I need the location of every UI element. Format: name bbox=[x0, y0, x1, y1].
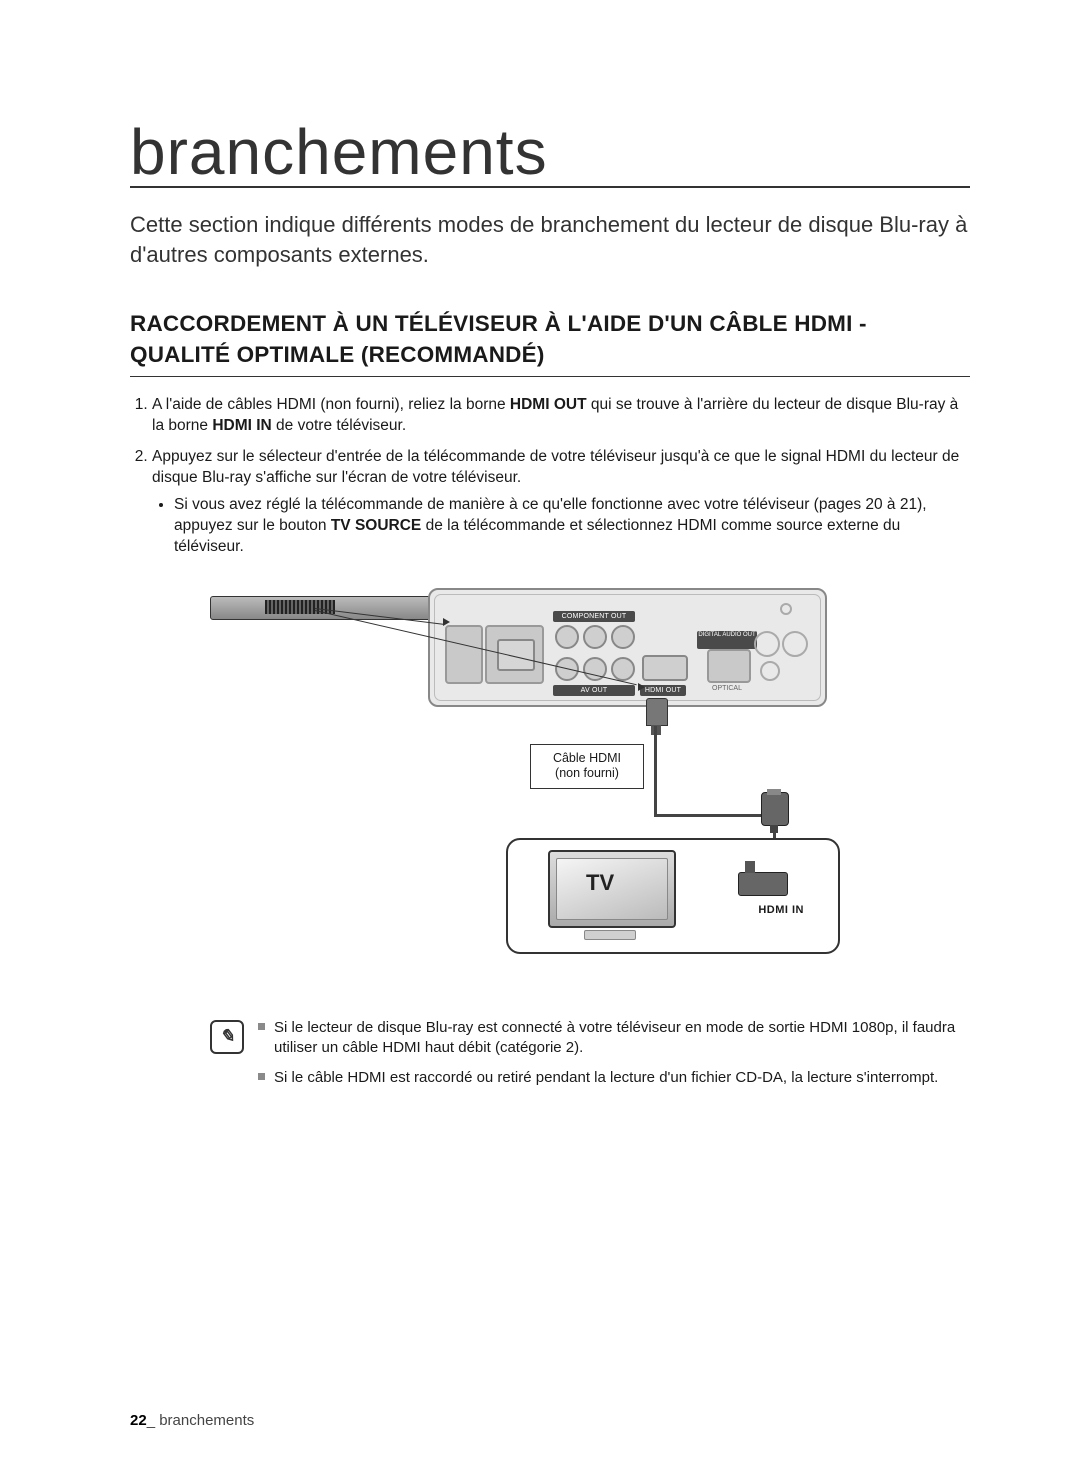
component-out-label: COMPONENT OUT bbox=[553, 611, 635, 622]
player-front-icon bbox=[210, 596, 432, 620]
tv-label: TV bbox=[586, 870, 614, 896]
arrow-icon bbox=[443, 618, 450, 626]
audio-jack-icon bbox=[782, 631, 808, 657]
note-list: Si le lecteur de disque Blu-ray est conn… bbox=[258, 1018, 970, 1099]
usb-port-icon bbox=[445, 625, 483, 684]
arrow-icon bbox=[638, 683, 645, 691]
notes-block: ✎ Si le lecteur de disque Blu-ray est co… bbox=[210, 1018, 970, 1099]
step-1-text-a: A l'aide de câbles HDMI (non fourni), re… bbox=[152, 396, 510, 413]
hdmi-out-port-icon bbox=[642, 655, 688, 681]
page-number: 22 bbox=[130, 1412, 147, 1429]
rca-jack-icon bbox=[611, 657, 635, 681]
footer-separator: _ bbox=[147, 1412, 160, 1429]
digital-audio-label: DIGITAL AUDIO OUT bbox=[697, 631, 757, 649]
optical-label: OPTICAL bbox=[707, 685, 747, 695]
note-item: Si le câble HDMI est raccordé ou retiré … bbox=[258, 1068, 970, 1088]
hdmi-in-label: HDMI IN bbox=[758, 904, 804, 916]
connection-diagram: COMPONENT OUT AV OUT HDMI OUT OPTICAL DI… bbox=[210, 588, 850, 968]
step-1: A l'aide de câbles HDMI (non fourni), re… bbox=[152, 395, 970, 437]
audio-jack-icon bbox=[754, 631, 780, 657]
hdmi-in-port-icon bbox=[738, 872, 788, 896]
lan-port-icon bbox=[485, 625, 544, 684]
step-1-bold-hdmi-in: HDMI IN bbox=[212, 417, 271, 434]
intro-text: Cette section indique différents modes d… bbox=[130, 210, 970, 269]
section-heading: RACCORDEMENT À UN TÉLÉVISEUR À L'AIDE D'… bbox=[130, 309, 970, 377]
hdmi-out-label: HDMI OUT bbox=[640, 685, 686, 696]
step-list: A l'aide de câbles HDMI (non fourni), re… bbox=[130, 395, 970, 557]
audio-jack-icon bbox=[760, 661, 780, 681]
player-rear-panel: COMPONENT OUT AV OUT HDMI OUT OPTICAL DI… bbox=[428, 588, 827, 707]
step-2-sublist: Si vous avez réglé la télécommande de ma… bbox=[152, 495, 970, 558]
cable-line bbox=[654, 814, 776, 817]
optical-port-icon bbox=[707, 649, 751, 683]
step-2-sub-bold: TV SOURCE bbox=[331, 517, 421, 534]
footer-section: branchements bbox=[159, 1412, 254, 1429]
cable-line bbox=[654, 726, 657, 816]
av-out-label: AV OUT bbox=[553, 685, 635, 696]
step-1-text-e: de votre téléviseur. bbox=[272, 417, 406, 434]
tv-box: TV HDMI IN bbox=[506, 838, 840, 954]
chapter-title: branchements bbox=[130, 120, 970, 188]
hdmi-plug-icon bbox=[646, 698, 668, 726]
note-icon: ✎ bbox=[210, 1020, 244, 1054]
step-2-sub-item: Si vous avez réglé la télécommande de ma… bbox=[174, 495, 970, 558]
page-footer: 22_ branchements bbox=[130, 1412, 254, 1429]
cable-label: Câble HDMI (non fourni) bbox=[530, 744, 644, 789]
panel-inner: COMPONENT OUT AV OUT HDMI OUT OPTICAL DI… bbox=[434, 594, 821, 701]
note-item: Si le lecteur de disque Blu-ray est conn… bbox=[258, 1018, 970, 1059]
cable-label-line2: (non fourni) bbox=[535, 766, 639, 782]
rca-jack-icon bbox=[555, 625, 579, 649]
step-2-text: Appuyez sur le sélecteur d'entrée de la … bbox=[152, 448, 959, 486]
tv-stand-icon bbox=[584, 930, 636, 940]
manual-page: branchements Cette section indique diffé… bbox=[0, 0, 1080, 1098]
screw-icon bbox=[780, 603, 792, 615]
step-2: Appuyez sur le sélecteur d'entrée de la … bbox=[152, 447, 970, 558]
hdmi-plug-icon bbox=[761, 792, 789, 826]
rca-jack-icon bbox=[611, 625, 635, 649]
cable-label-line1: Câble HDMI bbox=[535, 751, 639, 767]
step-1-bold-hdmi-out: HDMI OUT bbox=[510, 396, 587, 413]
rca-jack-icon bbox=[583, 625, 607, 649]
